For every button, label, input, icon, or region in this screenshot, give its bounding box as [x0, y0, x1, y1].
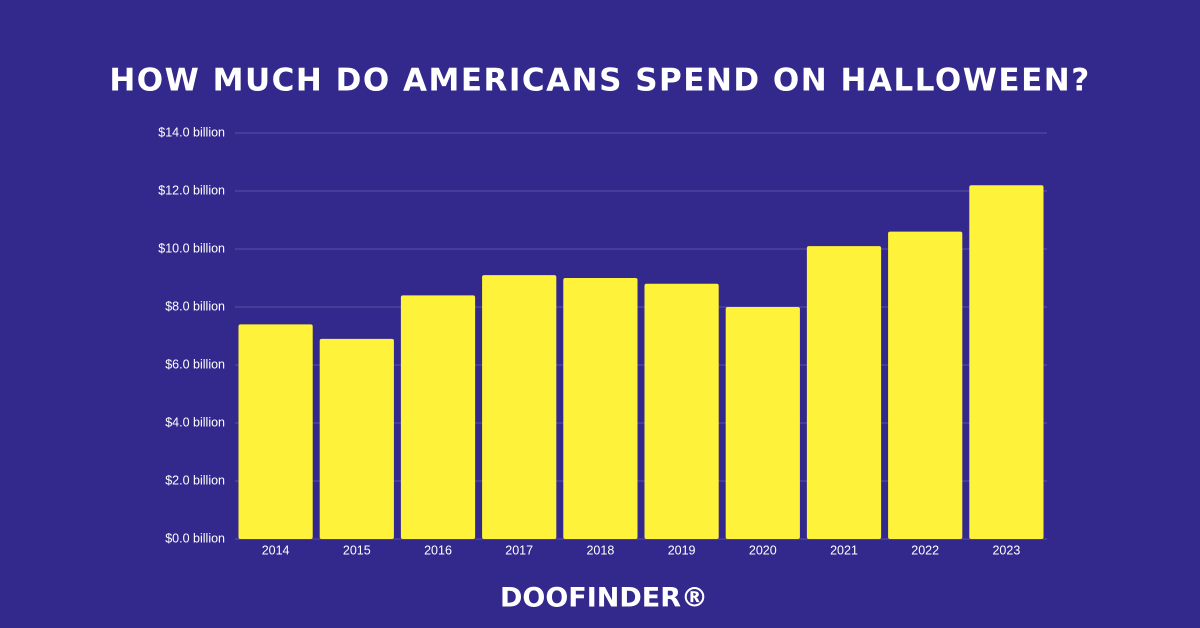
bar	[238, 324, 313, 539]
logo: DOOFINDER®	[500, 583, 708, 614]
bar	[806, 246, 882, 539]
y-tick-label: $2.0 billion	[165, 473, 225, 487]
y-tick-label: $8.0 billion	[165, 299, 225, 313]
x-tick-label: 2019	[668, 543, 696, 557]
x-tick-label: 2014	[262, 543, 290, 557]
x-tick-label: 2018	[586, 543, 614, 557]
y-tick-label: $12.0 billion	[158, 183, 225, 197]
y-tick-label: $10.0 billion	[158, 241, 225, 255]
x-tick-label: 2017	[505, 543, 533, 557]
x-tick-label: 2016	[424, 543, 452, 557]
y-tick-label: $4.0 billion	[165, 415, 225, 429]
bar	[644, 283, 719, 539]
bar	[725, 307, 800, 539]
bar	[969, 185, 1044, 539]
x-tick-label: 2021	[830, 543, 858, 557]
bar	[319, 338, 394, 539]
chart-title: HOW MUCH DO AMERICANS SPEND ON HALLOWEEN…	[109, 63, 1090, 99]
bar	[563, 278, 638, 539]
y-tick-label: $14.0 billion	[158, 125, 225, 139]
y-tick-label: $0.0 billion	[165, 531, 225, 545]
bar	[888, 231, 963, 539]
bar	[400, 295, 476, 539]
y-tick-label: $6.0 billion	[165, 357, 225, 371]
x-tick-label: 2015	[343, 543, 371, 557]
x-tick-label: 2020	[749, 543, 777, 557]
x-tick-label: 2022	[911, 543, 939, 557]
bar	[482, 275, 557, 539]
x-tick-label: 2023	[992, 543, 1020, 557]
